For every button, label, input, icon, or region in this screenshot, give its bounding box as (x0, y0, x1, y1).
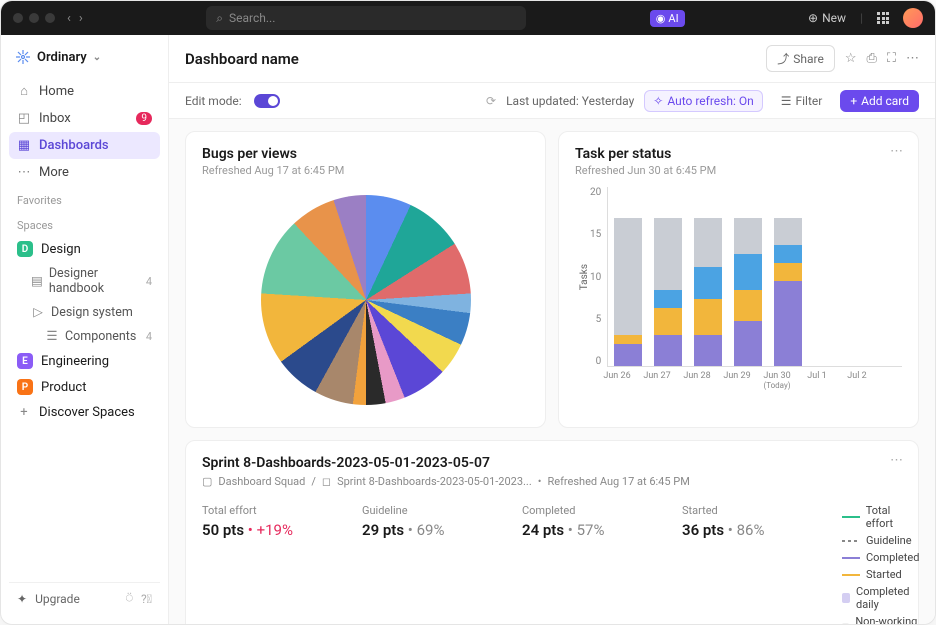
y-axis: 20151050 (590, 187, 607, 367)
workspace-switcher[interactable]: Ordinary ⌄ (9, 45, 160, 69)
card-subtitle: Refreshed Jun 30 at 6:45 PM (575, 164, 902, 177)
forward-icon[interactable]: › (79, 11, 83, 26)
stat: Started36 pts • 86% (682, 504, 842, 624)
edit-mode-toggle[interactable] (254, 94, 280, 108)
y-axis-label: Tasks (575, 264, 590, 290)
card-menu-icon[interactable]: ⋯ (890, 453, 904, 468)
chevron-down-icon: ⌄ (93, 52, 101, 63)
upgrade-button[interactable]: Upgrade (35, 592, 80, 606)
bar-column (774, 218, 802, 367)
spaces-label: Spaces (9, 211, 160, 236)
sidebar-item-inbox[interactable]: ◰Inbox9 (9, 105, 160, 132)
legend: Total effortGuidelineCompletedStartedCom… (842, 504, 919, 624)
filter-icon: ☰ (781, 94, 792, 108)
user-icon[interactable]: ⍥ (126, 591, 133, 606)
bar-column (734, 218, 762, 367)
badge: 9 (136, 112, 152, 125)
page-header: Dashboard name ⤴Share ☆ ⎙ ⛶ ⋯ (169, 35, 935, 83)
more-icon: ⋯ (17, 165, 31, 180)
new-button[interactable]: ⊕New (808, 11, 846, 25)
expand-icon[interactable]: ⛶ (887, 51, 896, 66)
bar-column (654, 218, 682, 367)
sidebar: Ordinary ⌄ ⌂Home◰Inbox9▦Dashboards⋯More … (1, 35, 169, 624)
upgrade-icon: ✦ (17, 592, 27, 606)
filter-button[interactable]: ☰Filter (773, 91, 831, 111)
stat: Guideline29 pts • 69% (362, 504, 522, 624)
card-subtitle: Refreshed Aug 17 at 6:45 PM (202, 164, 529, 177)
sparkle-icon: ✧ (653, 94, 663, 108)
breadcrumb: ▢ Dashboard Squad / ◻ Sprint 8-Dashboard… (202, 475, 902, 488)
plus-icon: ⊕ (808, 11, 818, 25)
stat: Total effort50 pts • +19% (202, 504, 362, 624)
edit-mode-label: Edit mode: (185, 94, 242, 108)
ai-button[interactable]: ◉AI (650, 10, 685, 27)
sidebar-item-dashboards[interactable]: ▦Dashboards (9, 132, 160, 159)
sidebar-sub-item[interactable]: ☰Components4 (9, 324, 160, 348)
plus-icon: + (850, 94, 857, 108)
titlebar: ‹› ⌕ Search... ◉AI ⊕New | (1, 1, 935, 35)
bar-chart (607, 187, 902, 367)
toolbar: Edit mode: ⟳ Last updated: Yesterday ✧Au… (169, 83, 935, 119)
sidebar-sub-item[interactable]: ▷Design system (9, 300, 160, 324)
search-input[interactable]: ⌕ Search... (206, 6, 526, 30)
auto-refresh-button[interactable]: ✧Auto refresh: On (644, 90, 762, 112)
sidebar-sub-item[interactable]: ▤Designer handbook4 (9, 262, 160, 300)
sidebar-item-more[interactable]: ⋯More (9, 159, 160, 186)
space-design[interactable]: DDesign (9, 236, 160, 262)
share-button[interactable]: ⤴Share (766, 45, 835, 72)
space-engineering[interactable]: EEngineering (9, 348, 160, 374)
discover-spaces[interactable]: + Discover Spaces (9, 400, 160, 425)
workspace-icon (15, 49, 31, 65)
avatar[interactable] (903, 8, 923, 28)
refresh-icon[interactable]: ⟳ (486, 94, 496, 108)
search-placeholder: Search... (229, 11, 275, 25)
sprint-card: ⋯ Sprint 8-Dashboards-2023-05-01-2023-05… (185, 440, 919, 624)
card-title: Sprint 8-Dashboards-2023-05-01-2023-05-0… (202, 455, 902, 471)
space-product[interactable]: PProduct (9, 374, 160, 400)
page-title: Dashboard name (185, 50, 299, 68)
more-icon[interactable]: ⋯ (906, 51, 919, 66)
favorites-label: Favorites (9, 186, 160, 211)
card-title: Task per status (575, 146, 902, 162)
home-icon: ⌂ (17, 83, 31, 99)
space-icon: D (17, 241, 33, 257)
last-updated: Last updated: Yesterday (506, 94, 634, 108)
apps-icon[interactable] (877, 12, 889, 24)
plus-icon: + (17, 405, 31, 420)
print-icon[interactable]: ⎙ (866, 51, 876, 66)
pie-chart (261, 195, 471, 405)
card-menu-icon[interactable]: ⋯ (890, 144, 904, 159)
card-title: Bugs per views (202, 146, 529, 162)
bar-column (694, 218, 722, 367)
task-per-status-card: ⋯ Task per status Refreshed Jun 30 at 6:… (558, 131, 919, 428)
space-icon: P (17, 379, 33, 395)
space-icon: E (17, 353, 33, 369)
window-controls[interactable] (13, 13, 55, 23)
folder-icon: ▢ (202, 475, 212, 488)
stat: Completed24 pts • 57% (522, 504, 682, 624)
share-icon: ⤴ (777, 50, 789, 67)
bugs-per-views-card: Bugs per views Refreshed Aug 17 at 6:45 … (185, 131, 546, 428)
sidebar-item-home[interactable]: ⌂Home (9, 77, 160, 105)
help-icon[interactable]: ?⃝ (141, 592, 152, 606)
inbox-icon: ◰ (17, 111, 31, 126)
add-card-button[interactable]: +Add card (840, 90, 919, 112)
sprint-icon: ◻ (322, 475, 331, 488)
nav-arrows[interactable]: ‹› (67, 11, 83, 26)
search-icon: ⌕ (216, 11, 223, 26)
x-axis: Jun 26Jun 27Jun 28Jun 29Jun 30(Today)Jul… (575, 367, 902, 390)
dashboard-icon: ▦ (17, 138, 31, 153)
star-icon[interactable]: ☆ (845, 51, 857, 66)
back-icon[interactable]: ‹ (67, 11, 71, 26)
bar-column (614, 218, 642, 367)
